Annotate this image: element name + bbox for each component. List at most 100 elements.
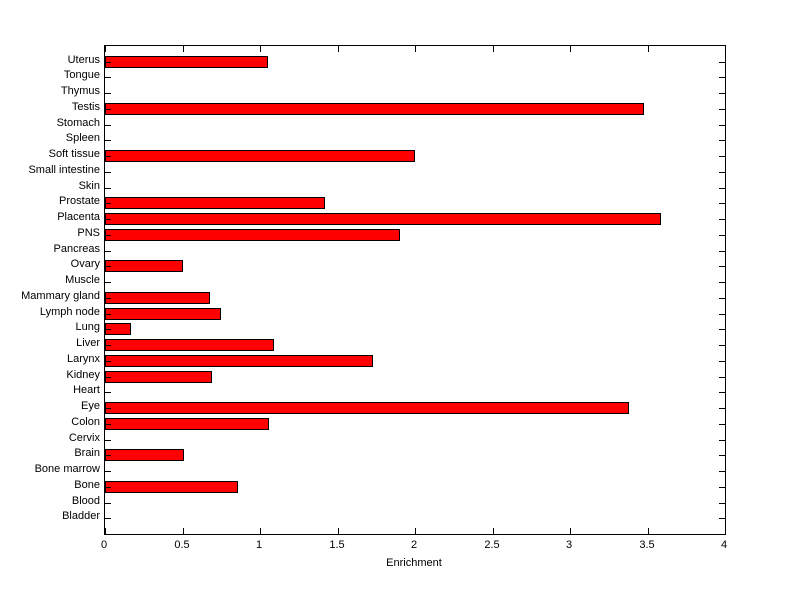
y-tick-right	[719, 266, 725, 267]
y-tick-right	[719, 251, 725, 252]
x-tick-top	[493, 46, 494, 52]
y-tick-right	[719, 424, 725, 425]
bar	[105, 292, 210, 304]
y-axis-label: Skin	[78, 180, 100, 192]
x-tick-bottom	[725, 528, 726, 534]
bar	[105, 213, 661, 225]
y-tick-left	[105, 392, 111, 393]
x-tick-top	[415, 46, 416, 52]
bar	[105, 339, 274, 351]
y-tick-left	[105, 77, 111, 78]
y-axis-label: Heart	[73, 384, 100, 396]
y-axis-label: Liver	[76, 337, 100, 349]
x-tick-label: 0.5	[174, 539, 190, 551]
y-axis-label: Cervix	[68, 432, 100, 444]
x-tick-top	[338, 46, 339, 52]
y-axis-label: Kidney	[66, 369, 100, 381]
bar	[105, 229, 400, 241]
x-tick-bottom	[415, 528, 416, 534]
x-tick-label: 4	[720, 539, 728, 551]
x-tick-bottom	[105, 528, 106, 534]
y-tick-right	[719, 77, 725, 78]
x-tick-label: 1	[255, 539, 263, 551]
y-tick-right	[719, 455, 725, 456]
y-tick-left	[105, 377, 111, 378]
y-tick-right	[719, 298, 725, 299]
y-tick-right	[719, 156, 725, 157]
x-tick-bottom	[338, 528, 339, 534]
y-tick-left	[105, 455, 111, 456]
y-tick-right	[719, 345, 725, 346]
y-tick-left	[105, 345, 111, 346]
y-tick-right	[719, 93, 725, 94]
x-tick-label: 2	[410, 539, 418, 551]
y-tick-left	[105, 172, 111, 173]
x-tick-label: 2.5	[484, 539, 500, 551]
y-tick-right	[719, 440, 725, 441]
x-tick-top	[570, 46, 571, 52]
y-tick-left	[105, 93, 111, 94]
y-tick-left	[105, 140, 111, 141]
bar	[105, 481, 238, 493]
y-tick-right	[719, 361, 725, 362]
y-tick-left	[105, 314, 111, 315]
bar	[105, 103, 644, 115]
y-tick-right	[719, 392, 725, 393]
y-axis-label: Colon	[71, 416, 100, 428]
y-tick-left	[105, 188, 111, 189]
y-axis-label: Bladder	[62, 510, 100, 522]
y-axis-label: Lymph node	[39, 306, 100, 318]
bar	[105, 418, 269, 430]
x-axis-title: Enrichment	[386, 557, 442, 569]
bar	[105, 197, 325, 209]
y-axis-label: Pancreas	[53, 243, 100, 255]
y-axis-label: Soft tissue	[48, 148, 100, 160]
y-axis-label: Ovary	[70, 258, 100, 270]
y-tick-right	[719, 203, 725, 204]
y-tick-right	[719, 282, 725, 283]
y-tick-left	[105, 251, 111, 252]
y-axis-label: Thymus	[60, 85, 100, 97]
y-axis-label: Testis	[71, 101, 100, 113]
y-tick-left	[105, 266, 111, 267]
y-tick-right	[719, 503, 725, 504]
y-axis-label: Mammary gland	[21, 290, 100, 302]
y-axis-label: PNS	[77, 227, 100, 239]
y-tick-left	[105, 219, 111, 220]
y-tick-right	[719, 314, 725, 315]
y-tick-right	[719, 172, 725, 173]
y-axis-label: Blood	[71, 495, 100, 507]
y-tick-left	[105, 203, 111, 204]
x-tick-bottom	[570, 528, 571, 534]
plot-area	[104, 45, 726, 535]
y-tick-right	[719, 140, 725, 141]
x-tick-label: 3	[565, 539, 573, 551]
y-tick-left	[105, 235, 111, 236]
y-tick-right	[719, 109, 725, 110]
y-tick-left	[105, 424, 111, 425]
y-axis-label: Spleen	[65, 132, 100, 144]
y-tick-left	[105, 471, 111, 472]
y-axis-label: Small intestine	[28, 164, 100, 176]
y-tick-left	[105, 156, 111, 157]
x-tick-label: 3.5	[639, 539, 655, 551]
x-tick-top	[260, 46, 261, 52]
y-tick-right	[719, 219, 725, 220]
y-axis-label: Brain	[74, 447, 100, 459]
y-tick-left	[105, 408, 111, 409]
y-tick-left	[105, 503, 111, 504]
y-axis-label: Tongue	[63, 69, 100, 81]
y-axis-label: Stomach	[56, 117, 100, 129]
y-tick-left	[105, 109, 111, 110]
y-tick-left	[105, 518, 111, 519]
y-tick-right	[719, 235, 725, 236]
bar	[105, 260, 183, 272]
y-tick-right	[719, 62, 725, 63]
y-tick-right	[719, 518, 725, 519]
x-tick-bottom	[260, 528, 261, 534]
y-tick-right	[719, 377, 725, 378]
bar	[105, 308, 221, 320]
y-tick-left	[105, 125, 111, 126]
x-tick-bottom	[493, 528, 494, 534]
